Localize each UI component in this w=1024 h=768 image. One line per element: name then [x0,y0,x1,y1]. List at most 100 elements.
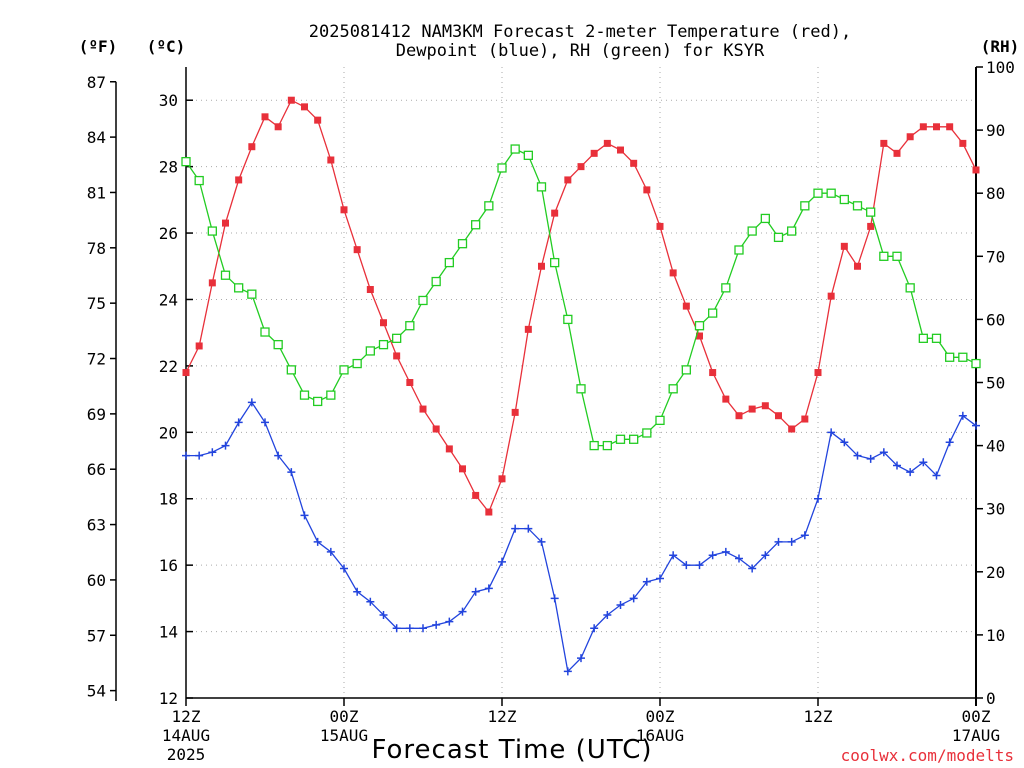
rh-point [931,333,942,343]
rh-point [471,220,481,230]
dewpoint-point [498,557,506,566]
dewpoint-point [340,564,348,573]
rh-tick-label: 50 [986,374,1005,393]
rh-point [550,257,560,268]
rh-point [747,226,757,236]
grid-lines [186,67,976,699]
rh-point [536,182,547,192]
rh-point [431,276,441,287]
fahrenheit-tick-label: 78 [87,239,106,258]
temperature-point [419,405,427,413]
dewpoint-point [208,448,217,457]
credit-text: coolwx.com/modelts [841,746,1014,765]
rh-tick-label: 30 [986,500,1005,519]
rh-point [694,321,705,331]
temperature-point [788,425,796,433]
dewpoint-point [787,537,796,546]
x-tick-label-time: 12Z [172,707,201,726]
fahrenheit-tick-label: 69 [87,405,106,424]
dewpoint-point [458,607,467,616]
temperature-point [590,149,598,157]
temperature-line [185,99,977,514]
temperature-point [524,325,532,333]
rh-point [378,339,389,350]
temperature-point [472,491,480,499]
rh-point [918,333,928,343]
rh-tick-label: 60 [986,310,1005,329]
rh-point [945,352,955,362]
rh-point [444,257,454,268]
temperature-point [709,369,717,377]
dewpoint-point [616,601,625,610]
rh-point [352,358,362,369]
rh-point [708,308,718,318]
rh-point [734,245,744,255]
dewpoint-point [366,597,375,606]
rh-point [510,144,520,154]
rh-point [418,295,428,306]
temperature-point [722,395,730,403]
celsius-tick-label: 12 [159,689,178,708]
dewpoint-point [932,471,941,480]
temperature-point [696,332,703,340]
temperature-point [946,123,954,131]
temperature-point [195,342,203,350]
dewpoint-point [629,594,638,603]
dewpoint-point [195,451,204,460]
temperature-point [366,286,374,294]
temperature-point [287,96,295,104]
fahrenheit-tick-label: 84 [87,128,106,147]
dewpoint-point [893,461,901,470]
rh-point [563,314,573,325]
rh-point [642,428,652,438]
temperature-point [959,139,967,147]
dewpoint-point [326,547,335,556]
rh-point [787,226,797,236]
dewpoint-point [642,577,651,586]
rh-point [207,226,217,236]
axes: 1214161820222426283012Z14AUG202500Z15AUG… [87,58,1015,764]
dewpoint-point [590,624,599,633]
rh-point [194,175,204,186]
x-tick-label-year: 2025 [167,745,206,764]
dewpoint-point [563,667,572,676]
temperature-point [182,369,190,377]
temperature-point [801,415,809,423]
dewpoint-point [405,624,414,633]
dewpoint-point [392,624,401,633]
temperature-point [919,123,927,131]
temperature-point [406,379,414,386]
temperature-point [551,209,559,217]
temperature-point [235,176,243,184]
rh-point [826,188,836,198]
temperature-point [432,425,440,433]
temperature-point [893,149,901,157]
celsius-tick-label: 24 [159,290,178,309]
x-tick-label-date: 17AUG [952,726,1000,745]
temperature-point [459,465,466,473]
temperature-point [603,139,611,147]
temperature-point [814,369,822,377]
fahrenheit-tick-label: 57 [87,626,106,645]
rh-tick-label: 40 [986,437,1005,456]
dewpoint-point [300,511,309,520]
rh-point [800,201,810,211]
x-tick-label-date: 16AUG [636,726,684,745]
dewpoint-point [827,428,836,437]
dewpoint-point [840,438,849,447]
rh-point [958,352,968,362]
rh-point [971,358,981,369]
fahrenheit-tick-label: 75 [87,294,106,313]
dewpoint-point [603,610,612,619]
temperature-point [353,246,361,254]
rh-point [852,201,863,211]
dewpoint-point [945,438,954,447]
temperature-point [577,163,585,171]
dewpoint-point [748,564,757,573]
rh-point [365,346,375,356]
temperature-point [748,405,756,413]
dewpoint-point [353,587,362,596]
rh-point [681,365,691,375]
dewpoint-point [524,524,533,533]
temperature-point [208,279,216,287]
